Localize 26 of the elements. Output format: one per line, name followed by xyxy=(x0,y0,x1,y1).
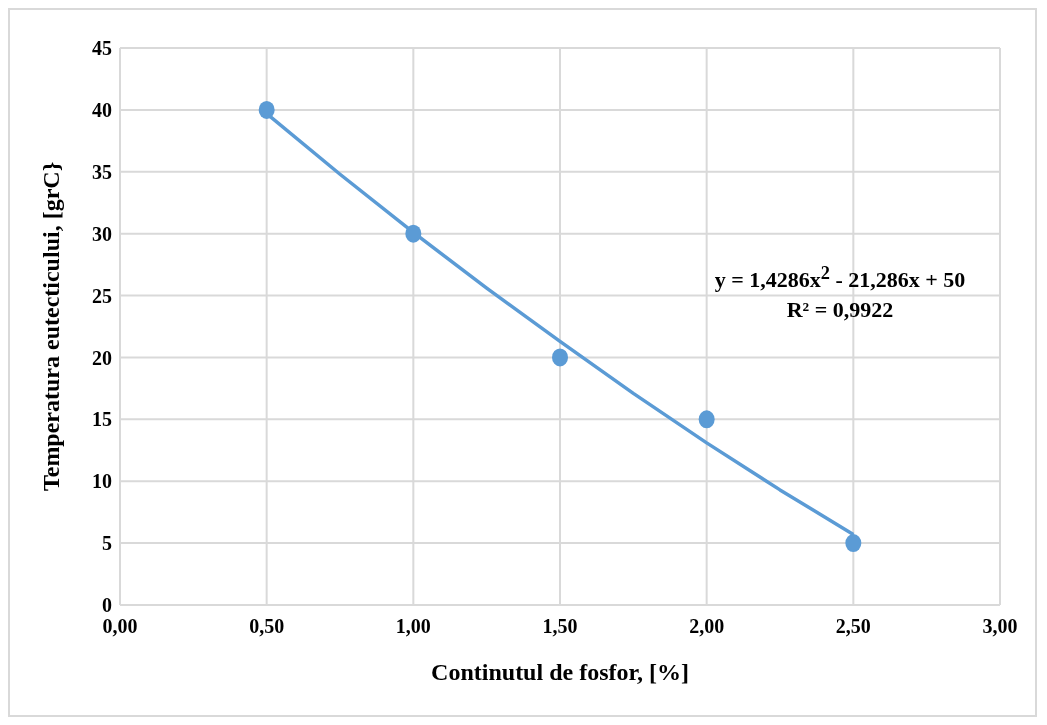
y-tick-label: 30 xyxy=(92,222,112,245)
x-tick-label: 1,00 xyxy=(395,615,431,638)
x-tick-label: 0,00 xyxy=(102,615,138,638)
x-tick-label: 1,50 xyxy=(542,615,578,638)
y-axis-title: Temperatura eutecticului, [grC} xyxy=(37,161,64,492)
point xyxy=(552,348,568,367)
y-tick-label: 0 xyxy=(102,594,112,617)
y-tick-label: 5 xyxy=(102,532,112,555)
y-tick-label: 20 xyxy=(92,346,112,369)
y-tick-label: 45 xyxy=(92,37,112,60)
y-tick-label: 35 xyxy=(92,160,112,183)
x-axis-title: Continutul de fosfor, [%] xyxy=(431,659,689,685)
y-tick-label: 25 xyxy=(92,284,112,307)
annotation: y = 1,4286x$^{2}$ - 21,286x + 50 xyxy=(713,262,967,295)
y-tick-label: 15 xyxy=(92,408,112,431)
point xyxy=(845,534,862,553)
point xyxy=(698,410,715,429)
x-tick-label: 0,50 xyxy=(249,615,285,638)
annotation: R² = 0,9922 xyxy=(785,296,895,325)
x-tick-label: 2,50 xyxy=(835,615,871,638)
point xyxy=(258,100,275,119)
y-tick-label: 40 xyxy=(92,98,112,121)
x-tick-label: 2,00 xyxy=(689,615,725,638)
x-tick-label: 3,00 xyxy=(982,615,1018,638)
point xyxy=(405,224,422,243)
y-tick-label: 10 xyxy=(92,470,112,493)
